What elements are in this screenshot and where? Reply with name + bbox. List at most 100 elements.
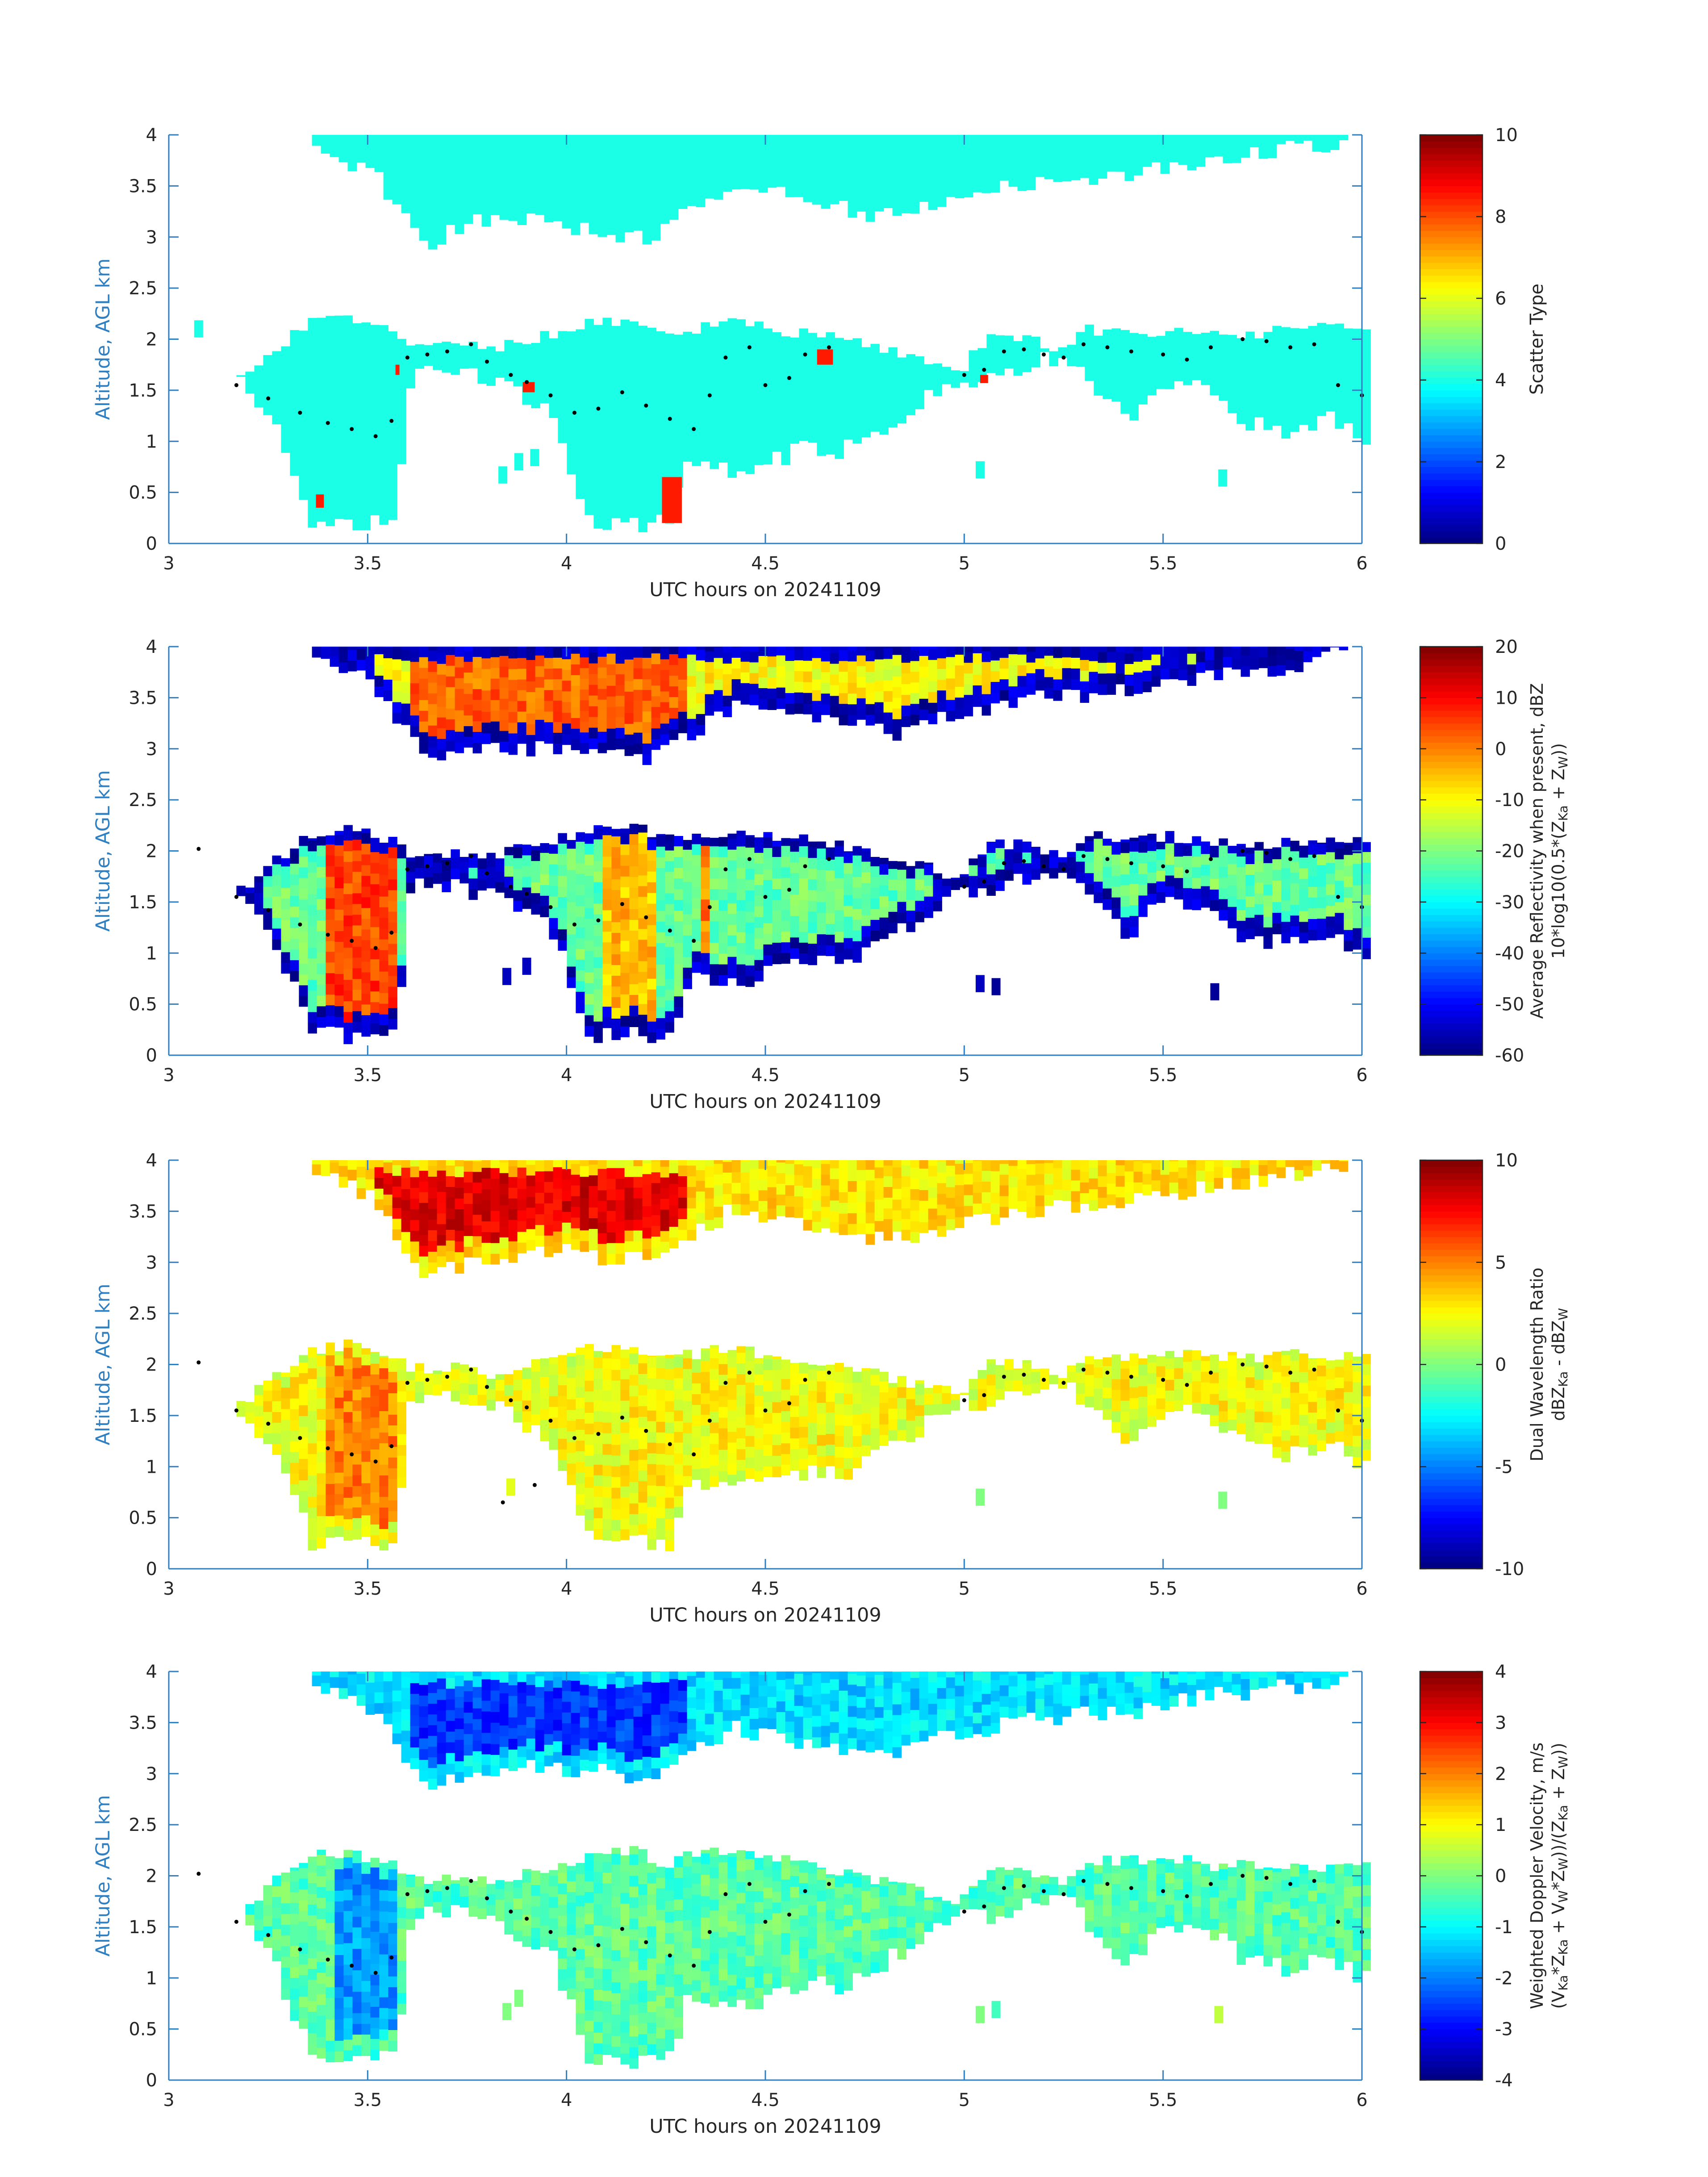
data-cell [794, 681, 804, 693]
data-cell [615, 167, 625, 178]
data-cell [1080, 156, 1090, 167]
data-cell [615, 156, 625, 167]
data-cell [504, 359, 514, 371]
data-cell [883, 648, 893, 659]
data-cell [1053, 647, 1063, 658]
data-cell [620, 833, 630, 844]
data-cell [705, 177, 714, 188]
y-tick-label: 3 [146, 739, 157, 760]
data-cell [656, 889, 665, 900]
data-cell [705, 647, 714, 652]
data-cell [1008, 175, 1018, 187]
data-cell [883, 659, 893, 670]
data-cell [370, 873, 380, 885]
data-cell [710, 846, 719, 857]
data-cell [455, 731, 464, 743]
data-cell [870, 887, 880, 898]
data-cell [776, 155, 786, 166]
data-cell [611, 1029, 621, 1040]
data-cell [1272, 880, 1282, 892]
data-cell [571, 1196, 580, 1207]
data-cell [1236, 370, 1246, 381]
data-cell [696, 714, 706, 725]
data-cell [272, 885, 281, 897]
data-cell [1107, 1162, 1116, 1173]
data-cell [308, 420, 317, 431]
data-cell [508, 167, 518, 178]
data-cell [1035, 669, 1045, 680]
data-cell [361, 972, 371, 983]
data-cell [794, 1185, 804, 1197]
data-cell [602, 358, 612, 369]
data-cell [1013, 343, 1023, 355]
data-cell [790, 894, 799, 906]
data-cell [910, 703, 920, 715]
data-cell [1107, 647, 1116, 652]
data-cell [1120, 874, 1130, 886]
data-cell [799, 834, 808, 836]
data-cell [839, 660, 848, 672]
data-cell [472, 160, 482, 172]
data-cell [821, 1174, 831, 1186]
data-cell [839, 1224, 848, 1235]
marker-point [266, 908, 271, 912]
data-cell [397, 847, 406, 859]
x-tick-label: 4.5 [751, 553, 780, 574]
data-cells [194, 135, 1371, 532]
data-cell [683, 408, 692, 419]
data-cell [1245, 917, 1255, 928]
data-cell [1263, 873, 1273, 885]
data-cell [656, 921, 665, 932]
data-cell [1361, 937, 1371, 949]
data-cell [455, 1187, 464, 1199]
data-cell [326, 451, 335, 462]
data-cell [1281, 374, 1290, 385]
data-cell [365, 157, 375, 168]
data-cell [629, 453, 639, 464]
data-cell [1080, 1193, 1090, 1204]
data-cell [710, 867, 719, 879]
data-cell [651, 1204, 661, 1216]
data-cell [379, 1014, 388, 1025]
data-cell [576, 488, 585, 499]
data-cell [1361, 894, 1371, 906]
data-cell [1317, 865, 1326, 876]
data-cell [419, 1267, 429, 1278]
data-cell [472, 171, 482, 183]
data-cell [620, 340, 630, 351]
data-cell [981, 139, 991, 150]
data-cell [472, 1236, 482, 1247]
data-cell [553, 689, 563, 701]
data-cell [1089, 1167, 1098, 1178]
data-cell [678, 690, 688, 701]
data-cell [326, 397, 335, 409]
data-cell [870, 344, 880, 346]
data-cell [736, 831, 746, 836]
data-cell [455, 1198, 464, 1210]
data-cell [629, 485, 639, 497]
data-cell [549, 396, 558, 407]
data-cell [597, 135, 607, 141]
data-cell [379, 886, 388, 897]
data-cell [544, 1171, 554, 1182]
data-cell [718, 846, 728, 857]
data-cell [749, 1200, 759, 1212]
data-cell [696, 153, 706, 164]
data-cell [606, 192, 616, 203]
marker-point [620, 902, 624, 906]
data-cell [879, 391, 889, 403]
data-cell [722, 170, 732, 181]
data-cell [924, 864, 933, 875]
data-cell [946, 164, 956, 175]
data-cell [710, 921, 719, 932]
data-cell [624, 178, 634, 190]
data-cell [338, 662, 348, 673]
data-cell [290, 895, 299, 907]
data-cell [580, 657, 589, 669]
data-cell [910, 671, 920, 683]
data-cell [951, 877, 960, 879]
data-cell [986, 874, 996, 885]
data-cell [308, 517, 317, 528]
marker-point [644, 403, 648, 408]
